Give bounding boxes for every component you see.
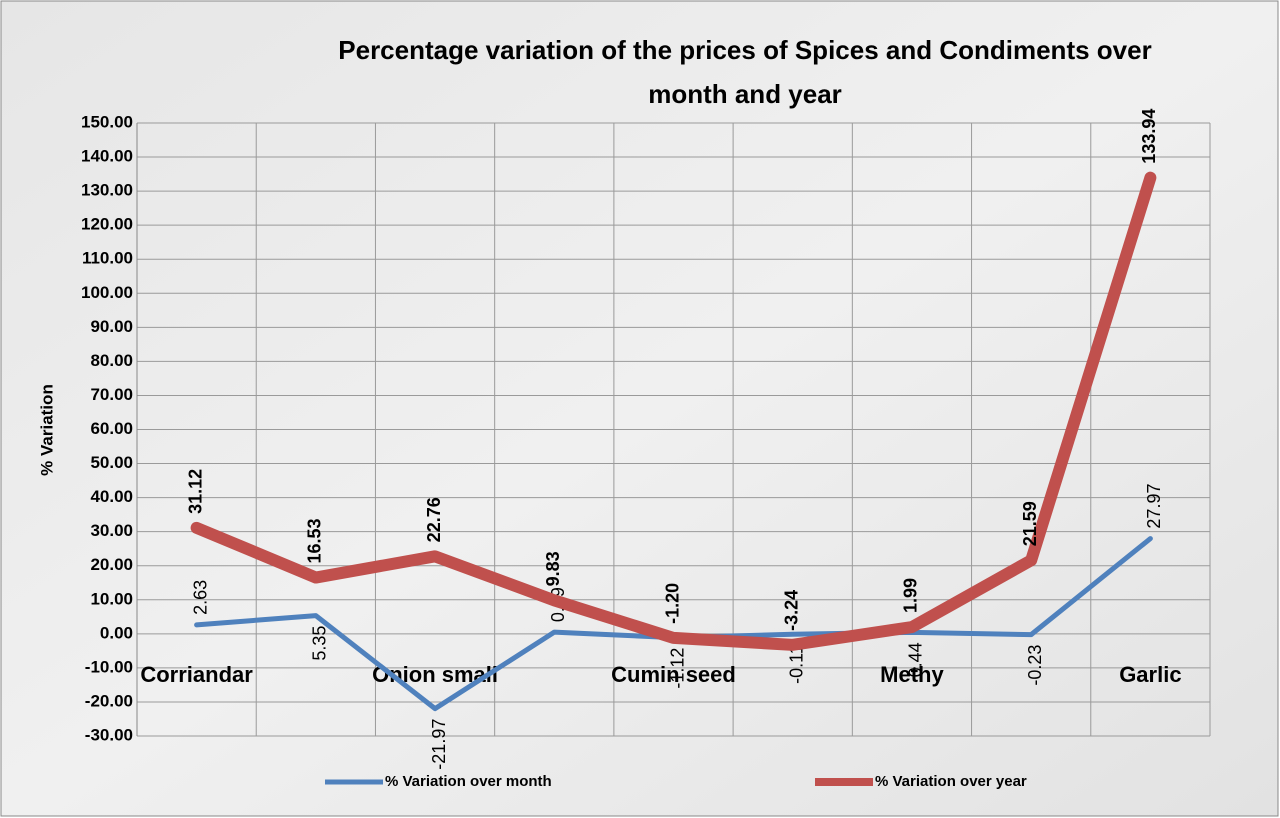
data-label: 2.63 bbox=[190, 580, 210, 615]
data-label: -0.23 bbox=[1025, 645, 1045, 686]
y-tick-label: 20.00 bbox=[90, 555, 133, 574]
y-tick-label: 140.00 bbox=[81, 147, 133, 166]
y-tick-label: 30.00 bbox=[90, 521, 133, 540]
y-tick-label: 110.00 bbox=[82, 249, 133, 268]
x-tick-label: Methy bbox=[880, 662, 944, 687]
y-tick-label: 120.00 bbox=[81, 215, 133, 234]
x-tick-label: Garlic bbox=[1119, 662, 1181, 687]
y-tick-label: 150.00 bbox=[81, 112, 133, 131]
data-label: -1.12 bbox=[667, 648, 687, 689]
data-label: 27.97 bbox=[1144, 484, 1164, 529]
legend-label: % Variation over year bbox=[875, 773, 1027, 790]
data-label: -21.97 bbox=[429, 719, 449, 770]
y-tick-label: -30.00 bbox=[85, 725, 133, 744]
y-tick-label: -10.00 bbox=[85, 657, 133, 676]
data-label: 5.35 bbox=[310, 626, 330, 661]
data-label: 0.44 bbox=[906, 642, 926, 677]
y-tick-label: 80.00 bbox=[90, 351, 133, 370]
chart-title: Percentage variation of the prices of Sp… bbox=[338, 35, 1151, 109]
y-tick-label: 0.00 bbox=[100, 623, 133, 642]
y-tick-label: 130.00 bbox=[81, 181, 133, 200]
data-label: -3.24 bbox=[781, 590, 801, 631]
legend-label: % Variation over month bbox=[385, 773, 552, 790]
data-label: -1.20 bbox=[662, 583, 682, 624]
data-label: 133.94 bbox=[1139, 109, 1159, 164]
y-tick-label: 70.00 bbox=[90, 385, 133, 404]
y-tick-label: -20.00 bbox=[85, 691, 133, 710]
y-tick-label: 40.00 bbox=[90, 487, 133, 506]
data-label: 9.83 bbox=[543, 551, 563, 586]
x-tick-label: Corriandar bbox=[140, 662, 253, 687]
y-tick-label: 50.00 bbox=[90, 453, 133, 472]
x-tick-label: Cumin seed bbox=[611, 662, 736, 687]
data-label: 16.53 bbox=[305, 518, 325, 563]
y-tick-label: 100.00 bbox=[81, 283, 133, 302]
y-axis-label: % Variation bbox=[37, 384, 56, 476]
y-tick-label: 60.00 bbox=[90, 419, 133, 438]
data-label: 21.59 bbox=[1020, 501, 1040, 546]
y-tick-label: 90.00 bbox=[90, 317, 133, 336]
data-label: 1.99 bbox=[901, 578, 921, 613]
y-tick-label: 10.00 bbox=[90, 589, 133, 608]
data-label: 22.76 bbox=[424, 497, 444, 542]
data-label: -0.11 bbox=[786, 644, 806, 684]
data-label: 31.12 bbox=[185, 469, 205, 514]
series-line bbox=[190, 171, 1157, 651]
